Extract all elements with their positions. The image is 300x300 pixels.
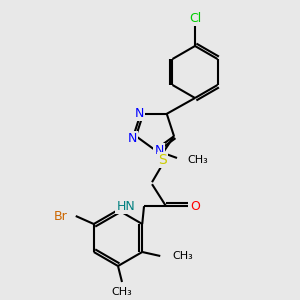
Text: CH₃: CH₃	[187, 155, 208, 165]
Text: CH₃: CH₃	[112, 287, 132, 297]
Text: Cl: Cl	[189, 11, 201, 25]
Text: Br: Br	[54, 209, 68, 223]
Text: O: O	[190, 200, 200, 213]
Text: N: N	[154, 143, 164, 157]
Text: N: N	[127, 132, 137, 145]
Text: N: N	[135, 107, 144, 120]
Text: S: S	[158, 153, 166, 167]
Text: HN: HN	[116, 200, 135, 213]
Text: CH₃: CH₃	[172, 251, 193, 261]
